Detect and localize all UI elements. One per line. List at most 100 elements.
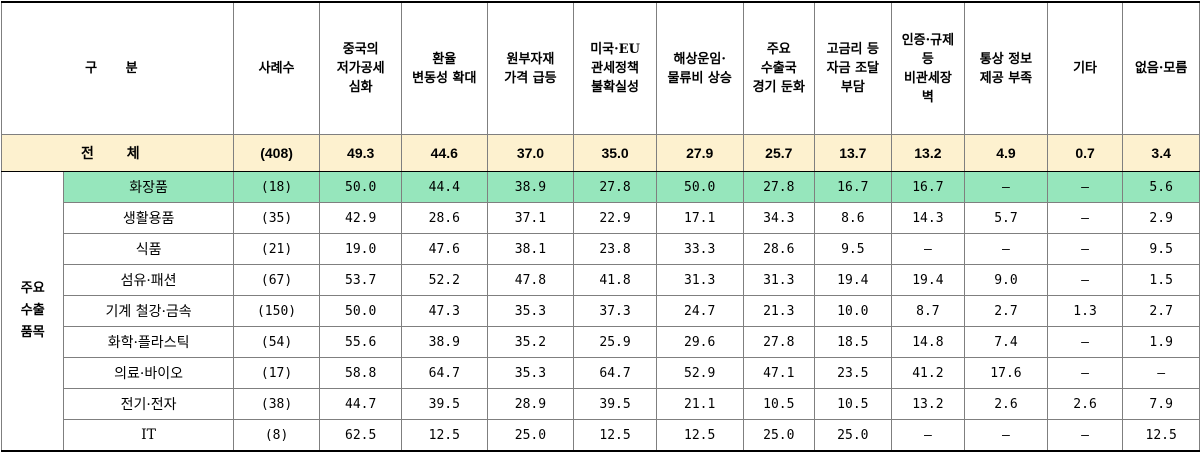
- row-value: 25.0: [486, 419, 575, 452]
- row-value: –: [1046, 357, 1124, 389]
- total-value: 37.0: [486, 134, 575, 172]
- row-value: –: [1046, 233, 1124, 265]
- table-row: 의료·바이오 (17) 58.8 64.7 35.3 64.7 52.9 47.1 23.5 41…: [2, 357, 1200, 389]
- row-value: 25.9: [573, 326, 657, 358]
- row-value: 25.0: [742, 419, 816, 452]
- row-value: 19.4: [890, 264, 966, 296]
- row-value: 47.8: [486, 264, 575, 296]
- row-value: 1.9: [1122, 326, 1200, 358]
- table-row: 생활용품 (35) 42.9 28.6 37.1 22.9 17.1 34.3 8.6 14.3 5…: [2, 202, 1200, 234]
- row-value: 64.7: [573, 357, 657, 389]
- total-value: 13.2: [890, 134, 966, 172]
- total-value: 3.4: [1122, 134, 1200, 172]
- table-row: 섬유·패션 (67) 53.7 52.2 47.8 41.8 31.3 31.3 19.4 19.…: [2, 264, 1200, 296]
- header-column: 해상운임· 물류비 상승: [655, 1, 744, 135]
- row-value: 12.5: [655, 419, 744, 452]
- row-value: 16.7: [814, 171, 892, 203]
- row-cases: (18): [232, 171, 321, 203]
- row-value: 2.9: [1122, 202, 1200, 234]
- row-value: 5.7: [964, 202, 1048, 234]
- row-value: –: [890, 419, 966, 452]
- table-row: 주요 수출 품목 화장품 (18) 50.0 44.4 38.9 27.8 50.0 27.8 1…: [0, 171, 1200, 452]
- row-value: 52.2: [400, 264, 488, 296]
- row-value: 12.5: [573, 419, 657, 452]
- total-row: 전 체 (408) 49.3 44.6 37.0 35.0 27.9 25.7 …: [1, 134, 1200, 172]
- row-value: 31.3: [655, 264, 744, 296]
- total-value: 44.6: [400, 134, 488, 172]
- row-value: 47.3: [400, 295, 488, 327]
- table-row: 전기·전자 (38) 44.7 39.5 28.9 39.5 21.1 10.5 10.5 13.…: [2, 388, 1200, 420]
- row-cases: (17): [232, 357, 321, 389]
- row-value: 28.9: [486, 388, 575, 420]
- row-value: 25.0: [814, 419, 892, 452]
- header-column: 미국·EU 관세정책 불확실성: [573, 1, 657, 135]
- row-value: 18.5: [814, 326, 892, 358]
- row-value: 41.2: [890, 357, 966, 389]
- row-value: 13.2: [890, 388, 966, 420]
- row-label: 기계 철강·금속: [63, 295, 234, 327]
- row-value: 34.3: [742, 202, 816, 234]
- header-column: 원부자재 가격 급등: [486, 1, 575, 135]
- row-value: 7.4: [964, 326, 1048, 358]
- row-label: 섬유·패션: [63, 264, 234, 296]
- total-cases: (408): [232, 134, 321, 172]
- row-value: 64.7: [400, 357, 488, 389]
- row-value: 41.8: [573, 264, 657, 296]
- row-value: 52.9: [655, 357, 744, 389]
- row-cases: (21): [232, 233, 321, 265]
- header-column: 통상 정보 제공 부족: [964, 1, 1048, 135]
- row-value: 5.6: [1122, 171, 1200, 203]
- header-column: 중국의 저가공세 심화: [319, 1, 402, 135]
- row-value: –: [1046, 202, 1124, 234]
- row-value: 10.5: [814, 388, 892, 420]
- row-value: 23.8: [573, 233, 657, 265]
- row-value: 8.7: [890, 295, 966, 327]
- row-value: 12.5: [400, 419, 488, 452]
- header-column: 환율 변동성 확대: [400, 1, 488, 135]
- row-cases: (35): [232, 202, 321, 234]
- total-label: 전 체: [1, 134, 234, 172]
- row-value: 9.5: [814, 233, 892, 265]
- row-value: 9.5: [1122, 233, 1200, 265]
- row-value: 24.7: [655, 295, 744, 327]
- row-value: 50.0: [319, 295, 402, 327]
- header-column: 주요 수출국 경기 둔화: [742, 1, 816, 135]
- row-label: 화학·플라스틱: [63, 326, 234, 358]
- row-cases: (150): [232, 295, 321, 327]
- total-value: 4.9: [964, 134, 1048, 172]
- row-value: 47.1: [742, 357, 816, 389]
- row-value: 9.0: [964, 264, 1048, 296]
- table-row: 기계 철강·금속 (150) 50.0 47.3 35.3 37.3 24.7 21.3 10.…: [2, 295, 1200, 327]
- row-value: 22.9: [573, 202, 657, 234]
- row-value: –: [964, 171, 1048, 203]
- row-cases: (8): [232, 419, 321, 452]
- row-value: –: [1046, 419, 1124, 452]
- row-value: 38.9: [400, 326, 488, 358]
- row-value: 42.9: [319, 202, 402, 234]
- row-value: 27.8: [573, 171, 657, 203]
- row-value: 31.3: [742, 264, 816, 296]
- row-value: 37.3: [573, 295, 657, 327]
- row-value: 58.8: [319, 357, 402, 389]
- row-value: 1.5: [1122, 264, 1200, 296]
- header-column: 없음·모름: [1122, 1, 1200, 135]
- row-value: 10.0: [814, 295, 892, 327]
- row-value: 35.3: [486, 357, 575, 389]
- row-value: 1.3: [1046, 295, 1124, 327]
- row-value: 28.6: [400, 202, 488, 234]
- row-value: 38.1: [486, 233, 575, 265]
- row-cases: (38): [232, 388, 321, 420]
- row-value: 16.7: [890, 171, 966, 203]
- row-value: –: [1122, 357, 1200, 389]
- row-cases: (54): [232, 326, 321, 358]
- table-row: IT (8) 62.5 12.5 25.0 12.5 12.5 25.0 25.0– – –12.5: [2, 419, 1200, 452]
- row-value: 35.2: [486, 326, 575, 358]
- group-label: 주요 수출 품목: [0, 171, 65, 452]
- row-value: 27.8: [742, 171, 816, 203]
- row-value: 2.7: [964, 295, 1048, 327]
- row-label: 의료·바이오: [63, 357, 234, 389]
- header-category: 구 분: [1, 1, 234, 135]
- row-value: 50.0: [655, 171, 744, 203]
- row-value: 29.6: [655, 326, 744, 358]
- row-label: 식품: [63, 233, 234, 265]
